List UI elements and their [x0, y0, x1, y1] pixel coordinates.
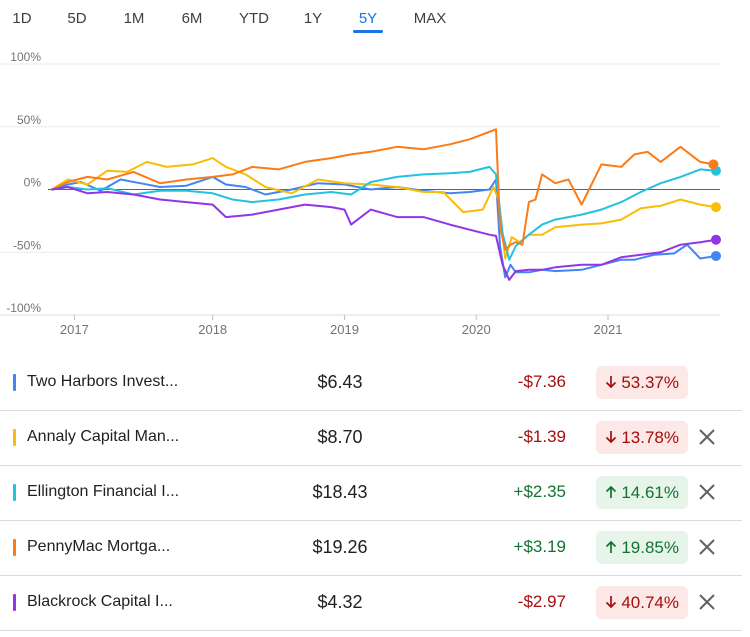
- row-divider: [0, 465, 742, 466]
- series-color-swatch: [13, 374, 16, 391]
- remove-icon[interactable]: [692, 422, 722, 452]
- security-price: $4.32: [317, 592, 363, 612]
- security-price: $19.26: [312, 537, 368, 557]
- security-name: Two Harbors Invest...: [27, 373, 179, 390]
- y-tick-label: 0%: [24, 176, 42, 190]
- percent-change: 14.61%: [621, 483, 679, 502]
- list-item[interactable]: Annaly Capital Man... $8.70 -$1.39 13.78…: [0, 410, 742, 465]
- price-change: +$3.19: [513, 537, 566, 556]
- list-item[interactable]: PennyMac Mortga... $19.26 +$3.19 19.85%: [0, 520, 742, 575]
- series-color-swatch: [13, 429, 16, 446]
- series-line-2: [51, 157, 717, 260]
- price-change: -$1.39: [517, 427, 566, 446]
- list-item[interactable]: Two Harbors Invest... $6.43 -$7.36 53.37…: [0, 355, 742, 410]
- percent-change: 19.85%: [621, 538, 679, 557]
- remove-icon[interactable]: [692, 587, 722, 617]
- row-divider: [0, 520, 742, 521]
- series-end-marker-5: [711, 234, 721, 245]
- arrow-down-icon: [605, 376, 616, 389]
- series-color-swatch: [13, 594, 16, 611]
- y-tick-label: -50%: [13, 238, 41, 252]
- tab-1d[interactable]: 1D: [12, 10, 32, 27]
- security-name: Blackrock Capital I...: [27, 593, 173, 610]
- security-name: Annaly Capital Man...: [27, 428, 180, 445]
- arrow-down-icon: [605, 596, 616, 609]
- range-tabs: 1D 5D 1M 6M YTD 1Y 5Y MAX: [0, 0, 750, 40]
- x-tick-label: 2017: [60, 322, 89, 337]
- series-line-4: [51, 128, 715, 251]
- percent-change: 40.74%: [621, 593, 679, 612]
- percent-change-badge: 53.37%: [595, 366, 688, 399]
- x-tick-label: 2019: [330, 322, 359, 337]
- percent-change-badge: 13.78%: [595, 421, 688, 454]
- series-end-marker-1: [711, 251, 721, 261]
- x-tick-label: 2020: [462, 322, 491, 337]
- series-color-swatch: [13, 484, 16, 501]
- percent-change: 53.37%: [621, 373, 679, 392]
- percent-change-badge: 14.61%: [595, 476, 688, 509]
- percent-change-badge: 19.85%: [595, 531, 688, 564]
- tab-1y[interactable]: 1Y: [303, 10, 323, 27]
- percent-change-badge: 40.74%: [595, 586, 688, 619]
- active-tab-indicator: [353, 30, 383, 33]
- row-divider: [0, 630, 742, 631]
- security-name: PennyMac Mortga...: [27, 538, 171, 555]
- y-tick-label: 100%: [10, 50, 41, 64]
- security-name: Ellington Financial I...: [27, 483, 180, 500]
- series-line-1: [51, 175, 717, 279]
- security-price: $6.43: [317, 372, 363, 392]
- security-price: $8.70: [317, 427, 363, 447]
- y-tick-label: -100%: [6, 301, 41, 315]
- arrow-up-icon: [605, 540, 616, 553]
- price-change: -$2.97: [517, 592, 566, 611]
- list-item[interactable]: Blackrock Capital I... $4.32 -$2.97 40.7…: [0, 575, 742, 630]
- tab-5y[interactable]: 5Y: [358, 10, 378, 27]
- price-change: -$7.36: [517, 372, 566, 391]
- tab-ytd[interactable]: YTD: [239, 10, 269, 27]
- y-tick-label: 50%: [17, 113, 41, 127]
- security-price: $18.43: [312, 482, 368, 502]
- series-line-3: [51, 165, 717, 261]
- x-tick-label: 2018: [198, 322, 227, 337]
- x-tick-label: 2021: [594, 322, 623, 337]
- row-divider: [0, 575, 742, 576]
- remove-icon[interactable]: [692, 532, 722, 562]
- tab-5d[interactable]: 5D: [67, 10, 87, 27]
- comparison-chart[interactable]: 100% 50% 0% -50% -100% 2017 2018 2019 2020 2021: [0, 45, 750, 350]
- tab-1m[interactable]: 1M: [123, 10, 145, 27]
- remove-icon[interactable]: [692, 477, 722, 507]
- series-color-swatch: [13, 539, 16, 556]
- arrow-up-icon: [605, 485, 616, 498]
- arrow-down-icon: [605, 431, 616, 444]
- list-item[interactable]: Ellington Financial I... $18.43 +$2.35 1…: [0, 465, 742, 520]
- series-end-marker-2: [711, 202, 721, 213]
- tab-6m[interactable]: 6M: [181, 10, 203, 27]
- price-change: +$2.35: [513, 482, 566, 501]
- row-divider: [0, 410, 742, 411]
- percent-change: 13.78%: [621, 428, 679, 447]
- series-end-marker-4: [708, 159, 719, 170]
- series-line-5: [51, 186, 717, 281]
- tab-max[interactable]: MAX: [413, 10, 447, 27]
